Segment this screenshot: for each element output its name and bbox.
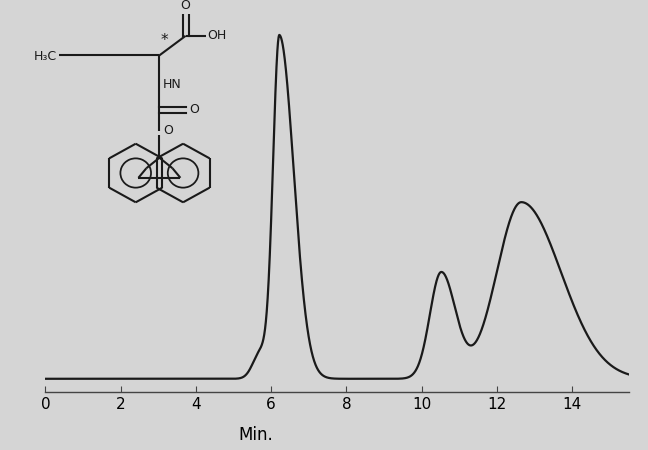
Text: O: O <box>181 0 191 12</box>
Text: HN: HN <box>163 78 181 91</box>
X-axis label: Min.: Min. <box>238 426 273 444</box>
Text: O: O <box>163 124 173 137</box>
Text: O: O <box>189 103 199 116</box>
Text: H₃C: H₃C <box>34 50 57 63</box>
Text: *: * <box>161 32 168 48</box>
Text: OH: OH <box>207 29 227 42</box>
